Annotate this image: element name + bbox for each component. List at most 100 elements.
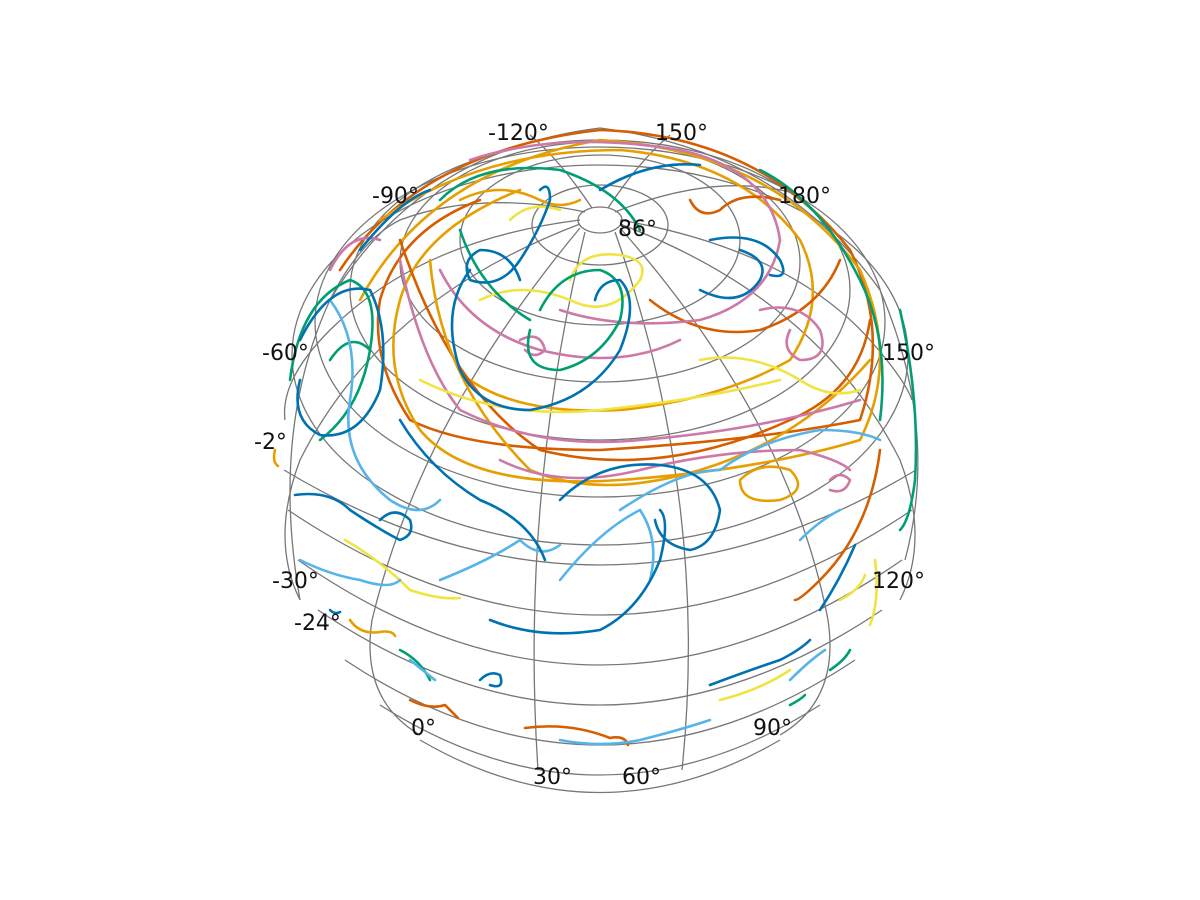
trajectory	[288, 278, 374, 442]
meridian-120	[619, 223, 916, 601]
lon-label-30: 30°	[533, 765, 572, 790]
lat-ring-minus-24	[379, 704, 821, 776]
trajectory	[348, 618, 397, 638]
trajectory	[708, 638, 812, 687]
trajectory	[788, 648, 827, 682]
tick-labels: -120° 150° -90° 86° 180° -60° 150° -2° -…	[254, 121, 935, 790]
lon-label-0: 0°	[411, 716, 436, 741]
trajectory	[738, 465, 800, 503]
trajectory	[698, 356, 862, 395]
lat-ring-10	[287, 509, 913, 616]
meridian-150	[619, 219, 913, 401]
lon-label-150-top: 150°	[655, 121, 708, 146]
lat-label-86: 86°	[618, 217, 657, 242]
trajectory	[523, 725, 630, 747]
trajectory	[758, 168, 884, 422]
lat-ring-minus-30	[419, 739, 781, 794]
lon-label-60: 60°	[622, 765, 661, 790]
meridian-minus-30	[284, 223, 581, 601]
meridian-minus-90	[329, 202, 586, 301]
lat-ring-minus-10	[317, 609, 883, 706]
trajectory	[328, 608, 342, 615]
trajectory	[708, 236, 785, 278]
trajectory	[618, 428, 882, 512]
trajectory	[558, 718, 712, 746]
trajectory	[358, 138, 882, 483]
trajectory	[428, 258, 872, 487]
trajectory	[272, 448, 280, 468]
trajectory	[438, 166, 642, 232]
lon-label-120: 120°	[872, 569, 925, 594]
trajectory	[498, 448, 852, 480]
trajectory	[468, 140, 782, 325]
trajectory	[688, 195, 782, 215]
meridian-minus-60	[283, 219, 581, 421]
trajectory	[818, 543, 857, 612]
trajectory	[438, 538, 562, 582]
lat-ring-86	[577, 206, 623, 234]
trajectory	[788, 693, 807, 707]
meridian-180	[614, 185, 801, 213]
meridian-0	[369, 227, 581, 736]
lat-label-minus-24: -24°	[294, 611, 341, 636]
trajectory	[698, 248, 764, 300]
lat-label-minus-2: -2°	[254, 430, 287, 455]
trajectory	[558, 508, 655, 582]
trajectory	[398, 258, 862, 444]
trajectory	[343, 538, 462, 600]
trajectory	[478, 672, 503, 688]
lon-label-90: 90°	[753, 716, 792, 741]
meridian-30	[533, 231, 586, 771]
trajectories	[272, 128, 918, 747]
lon-label-minus-90: -90°	[372, 184, 419, 209]
lat-ring-80	[531, 184, 669, 266]
trajectory	[378, 148, 815, 412]
trajectory	[450, 268, 632, 412]
trajectory	[838, 573, 867, 602]
meridian-60	[614, 231, 689, 771]
trajectory	[508, 205, 562, 222]
lon-label-minus-120: -120°	[488, 121, 549, 146]
trajectory	[293, 492, 413, 542]
trajectory	[798, 508, 842, 542]
lon-label-150-right: 150°	[882, 341, 935, 366]
trajectory	[398, 418, 547, 562]
trajectory	[898, 308, 918, 532]
latitude-lines	[283, 139, 917, 794]
trajectory	[718, 668, 792, 702]
trajectory	[465, 185, 552, 284]
lat-ring-70	[459, 154, 741, 326]
trajectory	[328, 298, 442, 512]
trajectory	[558, 463, 722, 552]
trajectory	[526, 268, 624, 372]
trajectory	[438, 268, 682, 360]
longitude-lines	[283, 127, 919, 771]
lat-ring-20	[283, 469, 917, 566]
trajectory	[296, 287, 385, 437]
lon-label-minus-60: -60°	[262, 341, 309, 366]
trajectory	[828, 648, 852, 672]
trajectory	[828, 473, 852, 493]
trajectory	[328, 236, 382, 272]
lat-ring-40	[314, 146, 886, 498]
trajectory	[868, 558, 878, 627]
trajectory	[793, 448, 882, 602]
trajectory	[758, 306, 824, 362]
trajectory	[408, 658, 437, 682]
trajectory	[478, 253, 644, 308]
trajectory	[598, 163, 702, 192]
trajectory	[648, 258, 842, 334]
trajectory	[518, 335, 547, 357]
trajectory	[398, 648, 432, 682]
lon-label-minus-30: -30°	[272, 569, 319, 594]
trajectory	[408, 698, 460, 720]
globe-outline	[289, 127, 919, 601]
trajectory	[488, 508, 667, 635]
trajectory	[458, 188, 582, 207]
lon-label-180-overlap: 180°	[778, 184, 831, 209]
trajectory	[358, 188, 432, 252]
trajectory	[418, 378, 782, 414]
lat-ring-0	[297, 559, 903, 666]
trajectory	[298, 558, 402, 587]
